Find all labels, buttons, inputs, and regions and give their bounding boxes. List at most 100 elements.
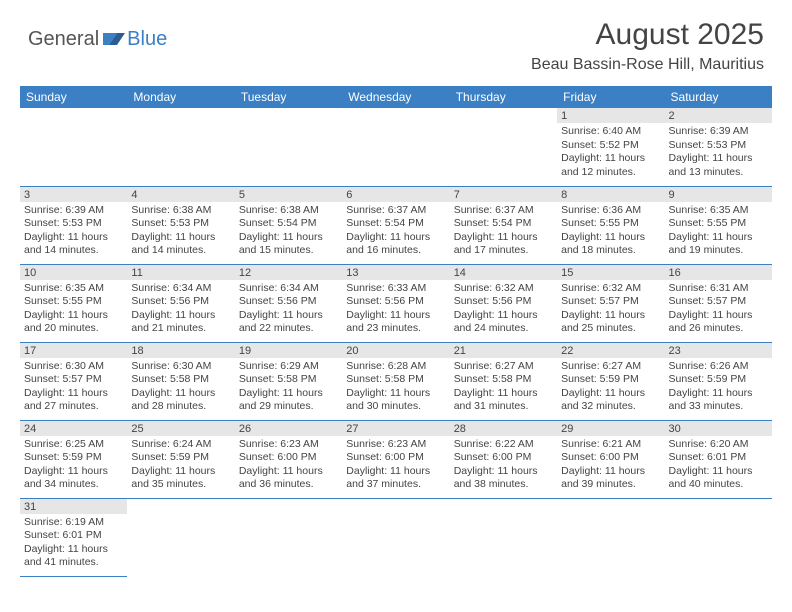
daylight-text: Daylight: 11 hours and 12 minutes. (561, 152, 660, 179)
sunrise-text: Sunrise: 6:19 AM (24, 516, 123, 530)
daylight-text: Daylight: 11 hours and 20 minutes. (24, 309, 123, 336)
sunset-text: Sunset: 5:53 PM (24, 217, 123, 231)
calendar-week-row: 10Sunrise: 6:35 AMSunset: 5:55 PMDayligh… (20, 264, 772, 342)
daylight-text: Daylight: 11 hours and 14 minutes. (24, 231, 123, 258)
calendar-header-row: SundayMondayTuesdayWednesdayThursdayFrid… (20, 86, 772, 108)
calendar-day-cell: 11Sunrise: 6:34 AMSunset: 5:56 PMDayligh… (127, 264, 234, 342)
calendar-day-cell: 26 Sunrise: 6:23 AMSunset: 6:00 PMDayligh… (235, 420, 342, 498)
daylight-text: Daylight: 11 hours and 14 minutes. (131, 231, 230, 258)
sunrise-text: Sunrise: 6:25 AM (24, 438, 123, 452)
daylight-text: Daylight: 11 hours and 36 minutes. (239, 465, 338, 492)
sunset-text: Sunset: 6:00 PM (561, 451, 660, 465)
daylight-text: Daylight: 11 hours and 19 minutes. (669, 231, 768, 258)
sunset-text: Sunset: 5:56 PM (346, 295, 445, 309)
day-number: 29 (557, 421, 664, 436)
day-number: 26 (235, 421, 342, 436)
sunset-text: Sunset: 5:59 PM (24, 451, 123, 465)
sunset-text: Sunset: 5:54 PM (239, 217, 338, 231)
calendar-empty-cell (127, 498, 234, 576)
sunset-text: Sunset: 5:57 PM (24, 373, 123, 387)
calendar-day-cell: 25Sunrise: 6:24 AMSunset: 5:59 PMDayligh… (127, 420, 234, 498)
calendar-week-row: 3Sunrise: 6:39 AMSunset: 5:53 PMDaylight… (20, 186, 772, 264)
sunrise-text: Sunrise: 6:21 AM (561, 438, 660, 452)
day-number: 6 (342, 187, 449, 202)
sunset-text: Sunset: 5:57 PM (669, 295, 768, 309)
day-content: Sunrise: 6:31 AMSunset: 5:57 PMDaylight:… (665, 280, 772, 341)
day-number: 27 (342, 421, 449, 436)
calendar-day-cell: 18Sunrise: 6:30 AMSunset: 5:58 PMDayligh… (127, 342, 234, 420)
day-number: 14 (450, 265, 557, 280)
daylight-text: Daylight: 11 hours and 13 minutes. (669, 152, 768, 179)
day-content: Sunrise: 6:20 AMSunset: 6:01 PMDaylight:… (665, 436, 772, 497)
daylight-text: Daylight: 11 hours and 40 minutes. (669, 465, 768, 492)
day-number: 10 (20, 265, 127, 280)
calendar-day-cell: 5Sunrise: 6:38 AMSunset: 5:54 PMDaylight… (235, 186, 342, 264)
day-number: 7 (450, 187, 557, 202)
sunset-text: Sunset: 6:01 PM (669, 451, 768, 465)
day-content: Sunrise: 6:27 AMSunset: 5:58 PMDaylight:… (450, 358, 557, 419)
sunset-text: Sunset: 6:00 PM (454, 451, 553, 465)
calendar-day-cell: 10Sunrise: 6:35 AMSunset: 5:55 PMDayligh… (20, 264, 127, 342)
calendar-week-row: 1Sunrise: 6:40 AMSunset: 5:52 PMDaylight… (20, 108, 772, 186)
day-number: 23 (665, 343, 772, 358)
day-number: 5 (235, 187, 342, 202)
daylight-text: Daylight: 11 hours and 34 minutes. (24, 465, 123, 492)
sunset-text: Sunset: 5:56 PM (131, 295, 230, 309)
day-number: 28 (450, 421, 557, 436)
calendar-day-cell: 12Sunrise: 6:34 AMSunset: 5:56 PMDayligh… (235, 264, 342, 342)
daylight-text: Daylight: 11 hours and 29 minutes. (239, 387, 338, 414)
day-content: Sunrise: 6:30 AMSunset: 5:58 PMDaylight:… (127, 358, 234, 419)
flag-icon (103, 29, 125, 50)
sunrise-text: Sunrise: 6:37 AM (454, 204, 553, 218)
calendar-day-cell: 21Sunrise: 6:27 AMSunset: 5:58 PMDayligh… (450, 342, 557, 420)
sunrise-text: Sunrise: 6:39 AM (669, 125, 768, 139)
calendar-empty-cell (235, 498, 342, 576)
sunrise-text: Sunrise: 6:33 AM (346, 282, 445, 296)
calendar-body: 1Sunrise: 6:40 AMSunset: 5:52 PMDaylight… (20, 108, 772, 576)
calendar-day-cell: 31Sunrise: 6:19 AMSunset: 6:01 PMDayligh… (20, 498, 127, 576)
weekday-header: Saturday (665, 86, 772, 108)
sunset-text: Sunset: 5:58 PM (346, 373, 445, 387)
calendar-day-cell: 7 Sunrise: 6:37 AMSunset: 5:54 PMDaylight… (450, 186, 557, 264)
day-number: 12 (235, 265, 342, 280)
day-number: 15 (557, 265, 664, 280)
day-content: Sunrise: 6:33 AMSunset: 5:56 PMDaylight:… (342, 280, 449, 341)
sunrise-text: Sunrise: 6:34 AM (131, 282, 230, 296)
sunrise-text: Sunrise: 6:34 AM (239, 282, 338, 296)
calendar-day-cell: 2Sunrise: 6:39 AMSunset: 5:53 PMDaylight… (665, 108, 772, 186)
sunset-text: Sunset: 5:59 PM (131, 451, 230, 465)
sunset-text: Sunset: 6:00 PM (239, 451, 338, 465)
calendar-day-cell: 15Sunrise: 6:32 AMSunset: 5:57 PMDayligh… (557, 264, 664, 342)
calendar-day-cell: 28Sunrise: 6:22 AMSunset: 6:00 PMDayligh… (450, 420, 557, 498)
sunrise-text: Sunrise: 6:32 AM (454, 282, 553, 296)
daylight-text: Daylight: 11 hours and 24 minutes. (454, 309, 553, 336)
sunrise-text: Sunrise: 6:23 AM (239, 438, 338, 452)
sunset-text: Sunset: 5:54 PM (454, 217, 553, 231)
day-content: Sunrise: 6:36 AMSunset: 5:55 PMDaylight:… (557, 202, 664, 263)
sunset-text: Sunset: 5:58 PM (131, 373, 230, 387)
calendar-day-cell: 24Sunrise: 6:25 AMSunset: 5:59 PMDayligh… (20, 420, 127, 498)
calendar-empty-cell (665, 498, 772, 576)
daylight-text: Daylight: 11 hours and 26 minutes. (669, 309, 768, 336)
calendar-day-cell: 19Sunrise: 6:29 AMSunset: 5:58 PMDayligh… (235, 342, 342, 420)
calendar-day-cell: 6Sunrise: 6:37 AMSunset: 5:54 PMDaylight… (342, 186, 449, 264)
sunset-text: Sunset: 5:56 PM (239, 295, 338, 309)
sunrise-text: Sunrise: 6:35 AM (669, 204, 768, 218)
day-number: 4 (127, 187, 234, 202)
sunrise-text: Sunrise: 6:37 AM (346, 204, 445, 218)
sunset-text: Sunset: 5:54 PM (346, 217, 445, 231)
calendar-empty-cell (450, 108, 557, 186)
day-content: Sunrise: 6:37 AMSunset: 5:54 PMDaylight:… (342, 202, 449, 263)
day-content: Sunrise: 6:22 AMSunset: 6:00 PMDaylight:… (450, 436, 557, 497)
daylight-text: Daylight: 11 hours and 17 minutes. (454, 231, 553, 258)
weekday-header: Friday (557, 86, 664, 108)
month-title: August 2025 (531, 18, 764, 52)
calendar-day-cell: 20Sunrise: 6:28 AMSunset: 5:58 PMDayligh… (342, 342, 449, 420)
day-content: Sunrise: 6:24 AMSunset: 5:59 PMDaylight:… (127, 436, 234, 497)
sunrise-text: Sunrise: 6:27 AM (454, 360, 553, 374)
sunrise-text: Sunrise: 6:28 AM (346, 360, 445, 374)
calendar-day-cell: 30Sunrise: 6:20 AMSunset: 6:01 PMDayligh… (665, 420, 772, 498)
day-number: 21 (450, 343, 557, 358)
sunset-text: Sunset: 5:57 PM (561, 295, 660, 309)
calendar-day-cell: 1Sunrise: 6:40 AMSunset: 5:52 PMDaylight… (557, 108, 664, 186)
